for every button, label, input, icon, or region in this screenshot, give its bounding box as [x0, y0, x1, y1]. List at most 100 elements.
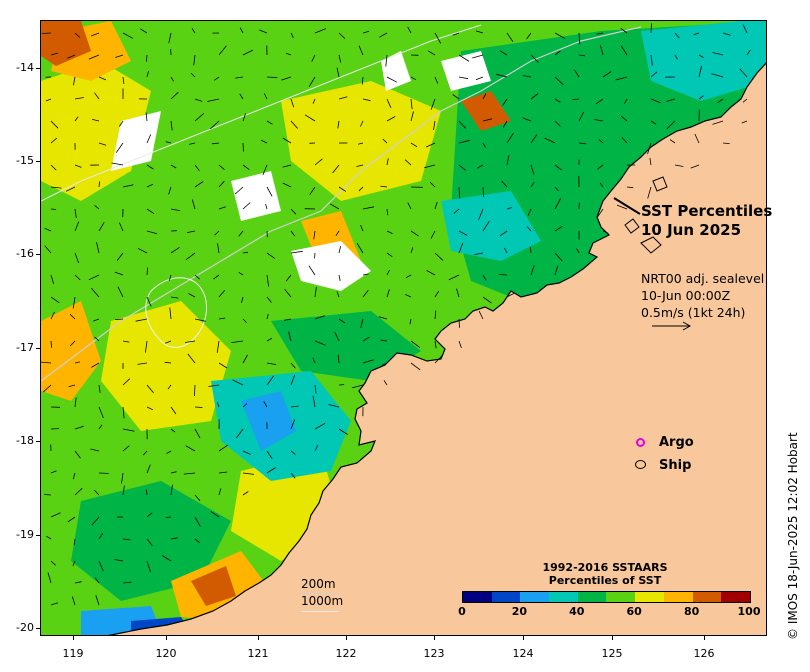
current-arrow	[194, 274, 200, 280]
current-arrow	[210, 511, 220, 518]
current-arrow	[242, 113, 246, 122]
current-arrow	[185, 445, 196, 452]
x-axis-tick	[258, 636, 259, 640]
current-arrow	[578, 111, 585, 122]
bathymetry-ring	[145, 277, 208, 348]
current-arrow	[98, 142, 107, 146]
current-arrow	[122, 485, 125, 496]
current-arrow	[669, 139, 676, 144]
current-arrow	[742, 98, 748, 103]
sst-map[interactable]	[40, 20, 767, 636]
current-arrow	[362, 359, 374, 364]
current-arrow	[647, 142, 652, 155]
current-arrow	[266, 76, 278, 78]
current-arrow	[44, 245, 52, 254]
current-arrow	[426, 270, 436, 276]
x-axis-label: 119	[62, 647, 84, 660]
current-arrow	[50, 164, 57, 171]
current-arrow	[121, 472, 124, 484]
current-arrow	[290, 208, 297, 215]
current-arrow	[336, 291, 340, 298]
current-arrow	[284, 318, 292, 321]
current-arrow	[424, 164, 436, 169]
current-arrow	[194, 113, 205, 122]
current-arrow	[650, 98, 661, 104]
current-arrow	[410, 111, 414, 122]
x-axis-label: 124	[512, 647, 534, 660]
current-arrow	[554, 120, 561, 127]
current-arrow	[239, 27, 244, 34]
island	[652, 176, 668, 192]
current-arrow	[170, 484, 173, 496]
current-arrow	[98, 560, 104, 572]
current-arrow	[458, 164, 466, 171]
current-arrow	[650, 54, 653, 66]
current-arrow	[146, 538, 153, 547]
current-arrow	[597, 208, 604, 218]
current-arrow	[98, 76, 107, 81]
colorbar-title: 1992-2016 SSTAARS Percentiles of SST	[520, 561, 690, 587]
current-arrow	[46, 535, 52, 540]
current-arrow	[93, 318, 100, 322]
current-arrow	[194, 98, 203, 102]
current-arrow	[238, 271, 244, 276]
current-arrow	[91, 516, 100, 526]
current-arrow	[194, 494, 201, 502]
current-arrow	[595, 98, 604, 105]
current-arrow	[170, 247, 180, 254]
argo-marker-icon	[636, 438, 645, 447]
sst-patch	[111, 111, 161, 171]
current-arrow	[379, 32, 388, 38]
current-arrow	[74, 274, 81, 281]
sst-patch	[461, 91, 511, 131]
current-arrow	[499, 50, 508, 56]
current-arrow	[620, 115, 628, 122]
current-arrow	[242, 491, 249, 496]
y-axis-tick	[36, 68, 40, 69]
current-arrow	[187, 230, 196, 233]
current-arrow	[282, 137, 292, 144]
current-arrow	[338, 54, 342, 63]
current-arrow	[50, 186, 62, 189]
current-arrow	[262, 164, 268, 176]
current-arrow	[122, 76, 125, 85]
y-axis-tick	[36, 348, 40, 349]
current-arrow	[693, 32, 700, 36]
current-arrow	[409, 318, 412, 325]
y-axis-tick	[36, 441, 40, 442]
current-arrow	[711, 73, 724, 78]
current-arrow	[94, 204, 100, 210]
current-arrow	[410, 362, 421, 371]
current-arrow	[88, 54, 100, 60]
current-arrow	[338, 274, 341, 281]
current-arrow	[338, 318, 346, 324]
current-arrow	[285, 274, 292, 282]
y-axis-tick	[36, 535, 40, 536]
current-arrow	[71, 596, 76, 606]
current-arrow	[98, 384, 101, 393]
current-arrow	[621, 137, 628, 144]
current-arrow	[50, 274, 55, 285]
current-arrow	[380, 339, 388, 342]
current-arrow	[146, 464, 151, 474]
current-arrow	[482, 118, 493, 122]
current-arrow	[572, 98, 580, 100]
current-arrow	[266, 450, 273, 459]
current-arrow	[358, 186, 364, 192]
current-arrow	[170, 164, 177, 169]
current-arrow	[314, 28, 327, 34]
current-arrow	[146, 267, 148, 276]
current-arrow	[213, 274, 220, 280]
sst-patch	[41, 21, 91, 66]
current-arrow	[50, 470, 57, 474]
current-arrow	[407, 202, 412, 210]
current-arrow	[360, 225, 364, 232]
current-arrow	[578, 142, 587, 145]
current-arrow	[94, 92, 100, 100]
sst-patch	[71, 481, 231, 601]
current-arrow	[74, 32, 81, 38]
current-arrow	[50, 340, 52, 348]
current-arrow	[362, 206, 375, 210]
sst-patch	[281, 81, 441, 201]
current-arrow	[72, 472, 76, 480]
